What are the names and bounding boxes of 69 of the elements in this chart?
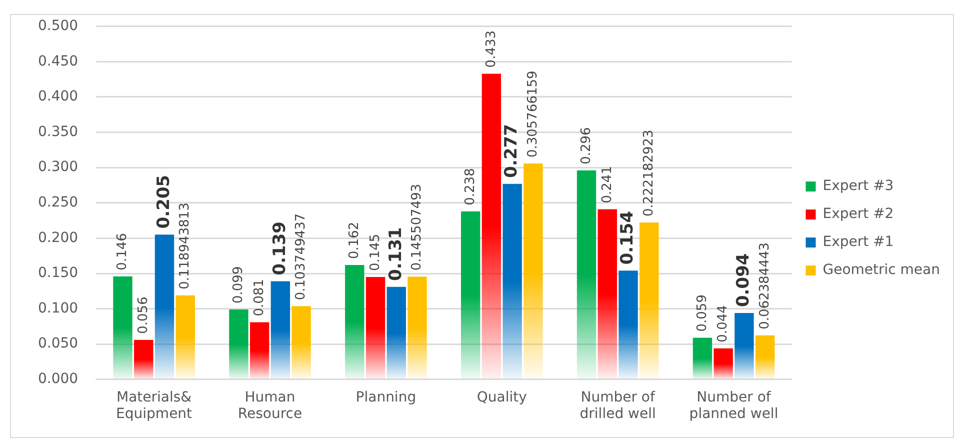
data-label: 0.139 (270, 221, 290, 276)
data-label: 0.205 (154, 174, 174, 229)
bar (386, 286, 406, 379)
x-tick-label: Planning (356, 389, 416, 406)
data-label: 0.099 (231, 266, 246, 304)
legend-label: Geometric mean (822, 262, 940, 278)
data-label: 0.162 (347, 222, 362, 260)
bar (502, 184, 522, 379)
y-tick-label: 0.200 (38, 230, 78, 246)
bar (366, 277, 386, 379)
data-label: 0.103749437 (294, 213, 309, 300)
bar (460, 211, 480, 379)
legend-label: Expert #3 (822, 178, 894, 194)
data-label: 0.154 (618, 210, 638, 265)
data-label: 0.094 (734, 253, 754, 308)
y-tick-label: 0.500 (38, 18, 78, 34)
x-tick-label: Number of drilled well (580, 389, 656, 422)
data-label: 0.238 (462, 168, 478, 206)
data-label: 0.222182923 (642, 130, 656, 217)
bar (482, 74, 502, 379)
x-tick-label: Quality (476, 389, 527, 406)
y-tick-label: 0.350 (38, 124, 78, 140)
bar (714, 348, 733, 379)
x-tick-label: Number of planned well (689, 389, 778, 422)
data-label: 0.296 (578, 127, 594, 164)
y-tick-label: 0.400 (38, 88, 78, 105)
bar (618, 270, 638, 379)
y-tick-label: 0.300 (38, 159, 78, 176)
x-tick-label: Materials& Equipment (116, 389, 193, 422)
data-label: 0.118943813 (178, 202, 193, 290)
data-label: 0.044 (716, 305, 731, 342)
y-tick-label: 0.450 (38, 53, 78, 70)
bar (292, 306, 311, 379)
data-label: 0.062384443 (757, 242, 772, 330)
legend-label: Expert #2 (822, 206, 894, 222)
bar (598, 209, 617, 379)
data-label: 0.145507493 (410, 184, 425, 271)
data-label: 0.059 (694, 294, 710, 332)
bar (134, 340, 154, 379)
x-tick-label: Human Resource (238, 389, 302, 422)
y-tick-label: 0.050 (38, 336, 78, 352)
bar (524, 164, 543, 379)
bar (229, 310, 248, 379)
y-tick-label: 0.100 (38, 300, 78, 316)
data-label: 0.081 (252, 278, 267, 316)
data-label: 0.305766159 (526, 70, 541, 158)
data-label: 0.145 (368, 234, 383, 272)
bar (734, 313, 754, 379)
bar (755, 335, 775, 379)
bar (640, 222, 659, 379)
legend-label: Expert #1 (822, 234, 894, 250)
y-tick-label: 0.150 (38, 265, 78, 282)
bar (113, 276, 132, 379)
y-tick-label: 0.000 (38, 371, 78, 388)
bar (345, 265, 364, 379)
data-label: 0.131 (386, 227, 406, 281)
data-label: 0.146 (115, 233, 130, 270)
bar (692, 338, 712, 379)
data-label: 0.241 (600, 166, 615, 204)
bar (270, 281, 290, 379)
data-label: 0.056 (136, 296, 151, 334)
data-label: 0.433 (484, 30, 499, 68)
bar (408, 276, 427, 379)
bar (576, 170, 596, 379)
bar (176, 295, 195, 379)
bar (154, 234, 174, 379)
bar (250, 322, 270, 379)
data-label: 0.277 (502, 124, 522, 178)
y-tick-label: 0.250 (38, 194, 78, 211)
